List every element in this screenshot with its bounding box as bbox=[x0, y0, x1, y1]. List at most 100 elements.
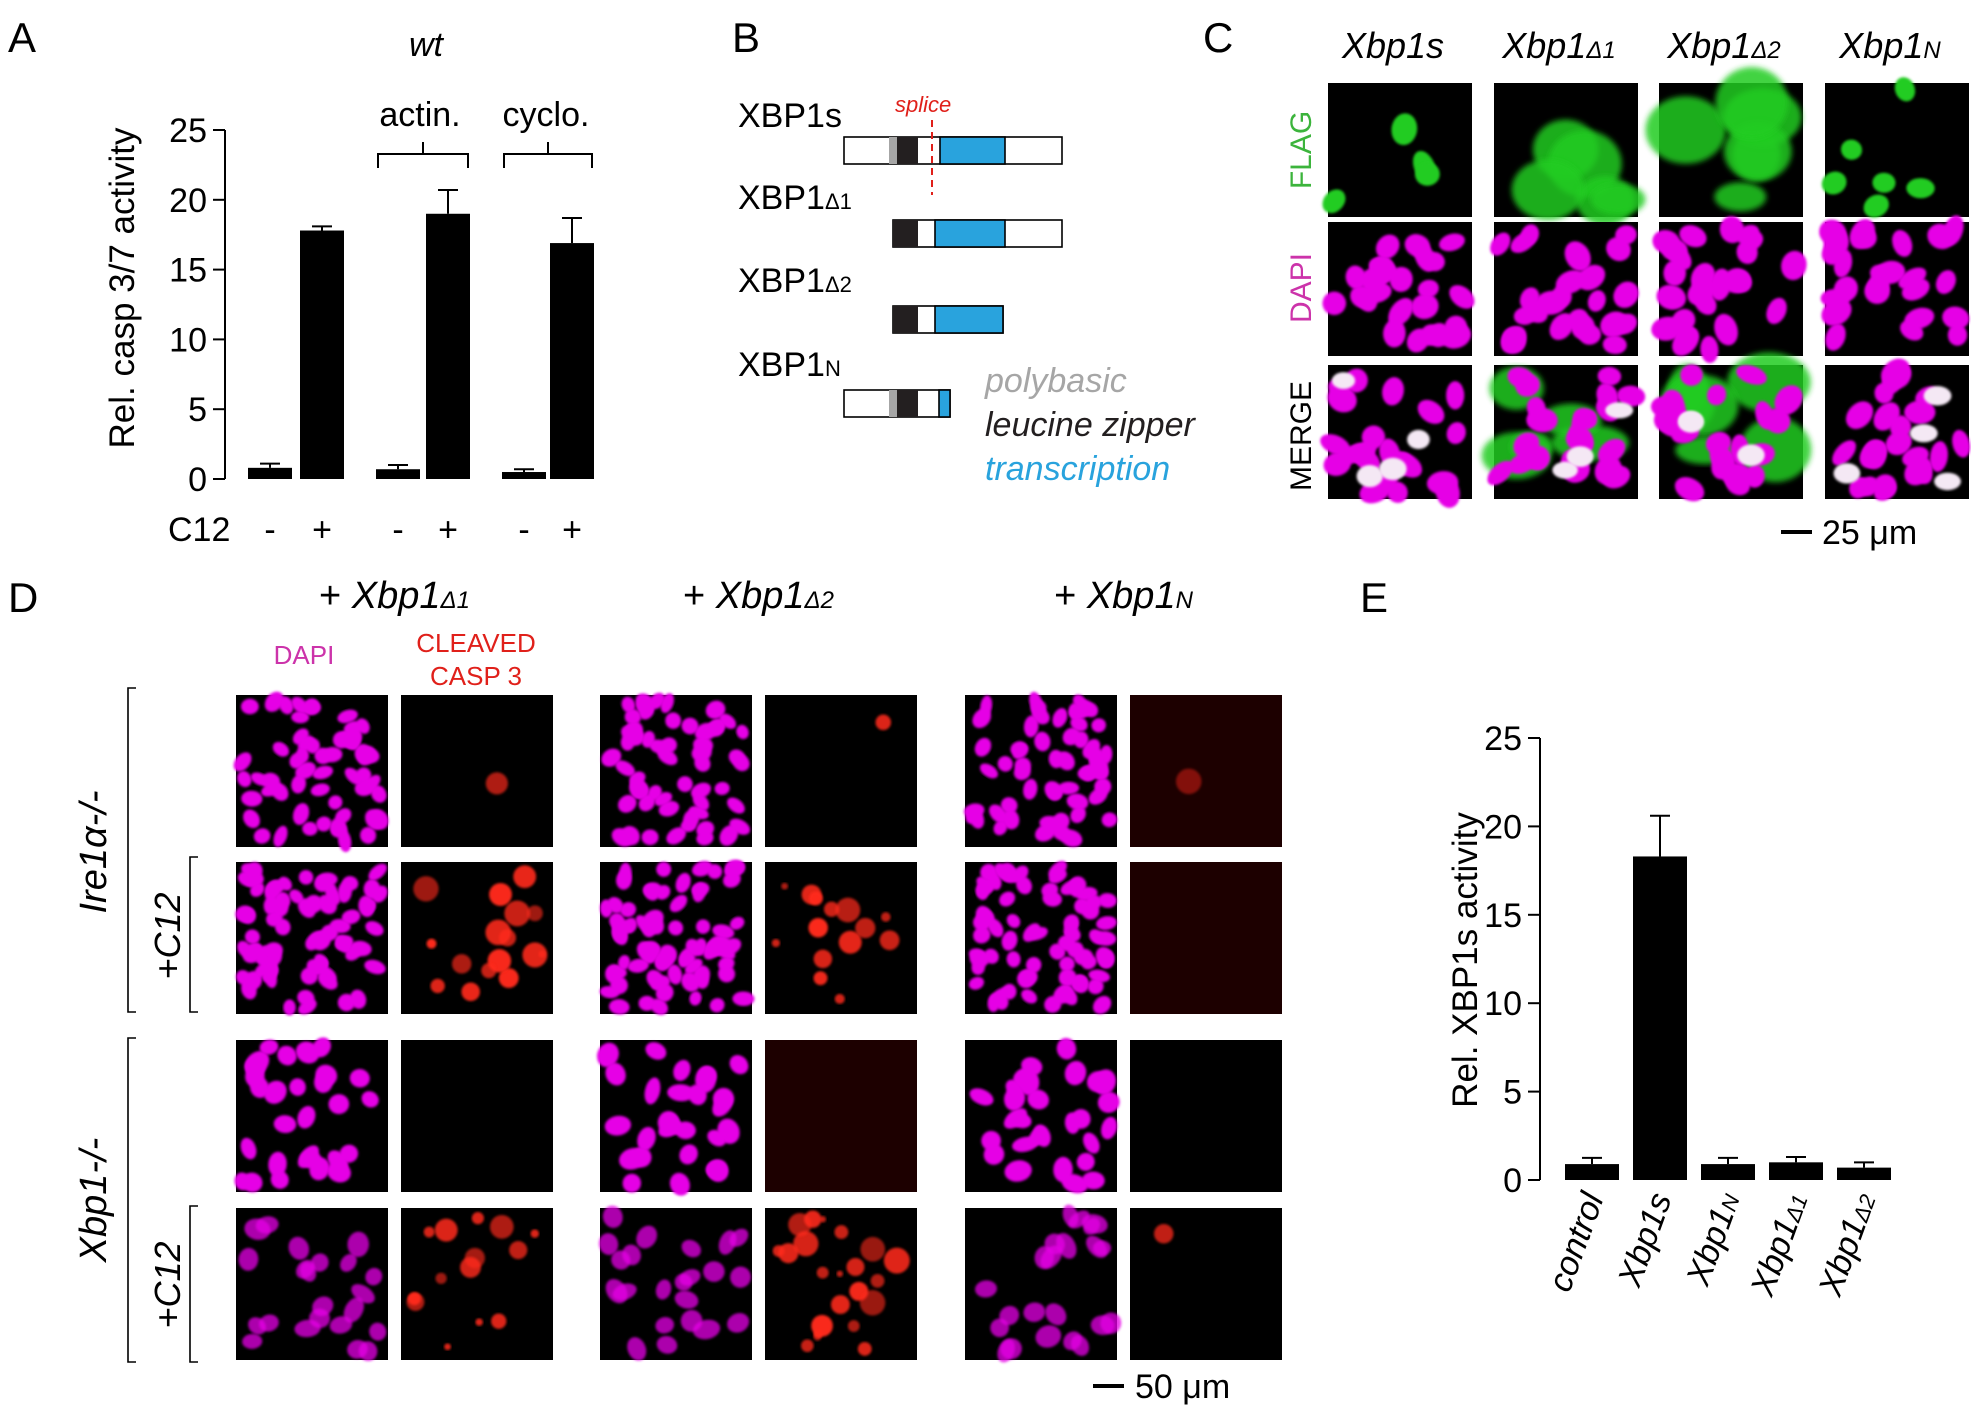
merged-nucleus bbox=[1407, 429, 1430, 450]
flag-tile bbox=[1494, 83, 1646, 226]
nucleus bbox=[657, 748, 678, 766]
nucleus bbox=[1061, 936, 1076, 951]
nucleus bbox=[1025, 956, 1042, 973]
bar bbox=[550, 243, 594, 479]
cleaved-casp3-signal bbox=[834, 993, 845, 1004]
xbp1-bracket bbox=[127, 1037, 136, 1363]
nucleus bbox=[691, 744, 712, 762]
nucleus bbox=[644, 1077, 661, 1105]
nucleus bbox=[674, 1290, 699, 1309]
nucleus bbox=[712, 924, 735, 939]
nucleus bbox=[691, 860, 713, 877]
x-tick-label: Xbp1Δ2 bbox=[1811, 1188, 1883, 1302]
nucleus bbox=[598, 1233, 619, 1255]
nucleus bbox=[1073, 731, 1089, 749]
nucleus bbox=[1081, 1171, 1105, 1190]
cleaved-casp3-signal bbox=[816, 1266, 829, 1279]
cleaved-casp3-tile bbox=[1130, 862, 1282, 1014]
nucleus bbox=[1320, 434, 1351, 456]
construct-xbp1s-diagram bbox=[843, 120, 1063, 195]
nucleus bbox=[1513, 432, 1540, 458]
dapi-tile bbox=[236, 1208, 388, 1362]
flag-tile bbox=[1645, 67, 1803, 217]
nucleus bbox=[674, 1273, 693, 1291]
nucleus bbox=[1833, 276, 1858, 302]
nucleus bbox=[302, 821, 318, 836]
nucleus bbox=[1086, 1235, 1108, 1258]
dapi-channel-label: DAPI bbox=[274, 640, 335, 670]
nucleus bbox=[707, 1129, 726, 1147]
nucleus bbox=[628, 729, 645, 746]
nucleus bbox=[268, 1151, 287, 1177]
nucleus bbox=[1101, 1116, 1118, 1140]
nucleus bbox=[1690, 262, 1716, 292]
cleaved-casp3-signal bbox=[847, 1320, 860, 1332]
dapi-row-label: DAPI bbox=[1285, 253, 1318, 323]
nucleus bbox=[372, 885, 388, 903]
nucleus bbox=[274, 891, 291, 909]
nucleus bbox=[1414, 242, 1436, 272]
nucleus bbox=[369, 1322, 387, 1341]
nucleus bbox=[1071, 974, 1088, 991]
nucleus bbox=[338, 829, 352, 853]
treatment-sign: + bbox=[562, 511, 582, 549]
cleaved-casp3-tile bbox=[1130, 1040, 1282, 1192]
nucleus bbox=[1438, 233, 1465, 252]
nucleus bbox=[1564, 241, 1591, 272]
nucleus bbox=[1023, 778, 1038, 800]
nucleus bbox=[1101, 812, 1118, 828]
nucleus bbox=[678, 948, 693, 968]
nucleus bbox=[261, 782, 282, 797]
cyclo-bracket bbox=[503, 142, 593, 168]
merged-nucleus bbox=[1356, 465, 1383, 488]
nucleus bbox=[361, 1091, 379, 1108]
nucleus bbox=[273, 825, 288, 848]
y-tick-label: 15 bbox=[169, 252, 207, 290]
cleaved-casp3-signal bbox=[489, 1215, 514, 1239]
nucleus bbox=[309, 930, 328, 946]
cytoplasm-signal bbox=[1723, 122, 1792, 181]
cleaved-casp3-tile bbox=[1130, 695, 1282, 847]
bar bbox=[1633, 856, 1687, 1180]
nucleus bbox=[241, 790, 263, 807]
nucleus bbox=[729, 1055, 749, 1075]
cleaved-casp3-tile bbox=[765, 1208, 917, 1360]
nucleus bbox=[1002, 983, 1017, 1000]
column-header: Xbp1N bbox=[1838, 25, 1941, 66]
nucleus bbox=[1501, 326, 1527, 354]
nucleus bbox=[1049, 943, 1066, 960]
scale-bar-25um-label: 25 μm bbox=[1822, 514, 1917, 552]
nucleus bbox=[240, 1137, 257, 1160]
nucleus bbox=[1406, 328, 1430, 353]
nucleus bbox=[1021, 989, 1038, 1004]
group-header: + Xbp1Δ2 bbox=[683, 575, 834, 617]
nucleus bbox=[1741, 230, 1764, 251]
nucleus bbox=[694, 722, 717, 741]
nucleus bbox=[340, 730, 361, 749]
flag-tile bbox=[1821, 77, 1969, 218]
nucleus bbox=[1092, 995, 1112, 1015]
nucleus bbox=[1882, 372, 1901, 394]
treatment-sign: + bbox=[312, 511, 332, 549]
nucleus bbox=[1526, 396, 1546, 420]
flag-nucleus bbox=[1840, 139, 1863, 160]
nucleus bbox=[329, 918, 351, 934]
nucleus bbox=[1070, 716, 1088, 732]
nucleus bbox=[612, 922, 628, 943]
nucleus bbox=[356, 718, 370, 734]
nucleus bbox=[1889, 415, 1912, 439]
merged-nucleus bbox=[1331, 372, 1356, 390]
treatment-signs: - + - + - + bbox=[264, 511, 582, 549]
nucleus bbox=[1721, 463, 1753, 489]
nucleus bbox=[309, 1157, 330, 1181]
nucleus bbox=[1875, 260, 1906, 284]
nucleus bbox=[1006, 914, 1021, 928]
nucleus bbox=[681, 972, 700, 992]
nucleus bbox=[1656, 284, 1687, 310]
y-tick-label: 20 bbox=[1484, 808, 1522, 846]
nucleus bbox=[1766, 297, 1787, 325]
nucleus bbox=[1081, 901, 1100, 920]
nucleus bbox=[1736, 364, 1767, 385]
nucleus bbox=[1323, 452, 1352, 477]
dapi-tile bbox=[963, 691, 1118, 848]
